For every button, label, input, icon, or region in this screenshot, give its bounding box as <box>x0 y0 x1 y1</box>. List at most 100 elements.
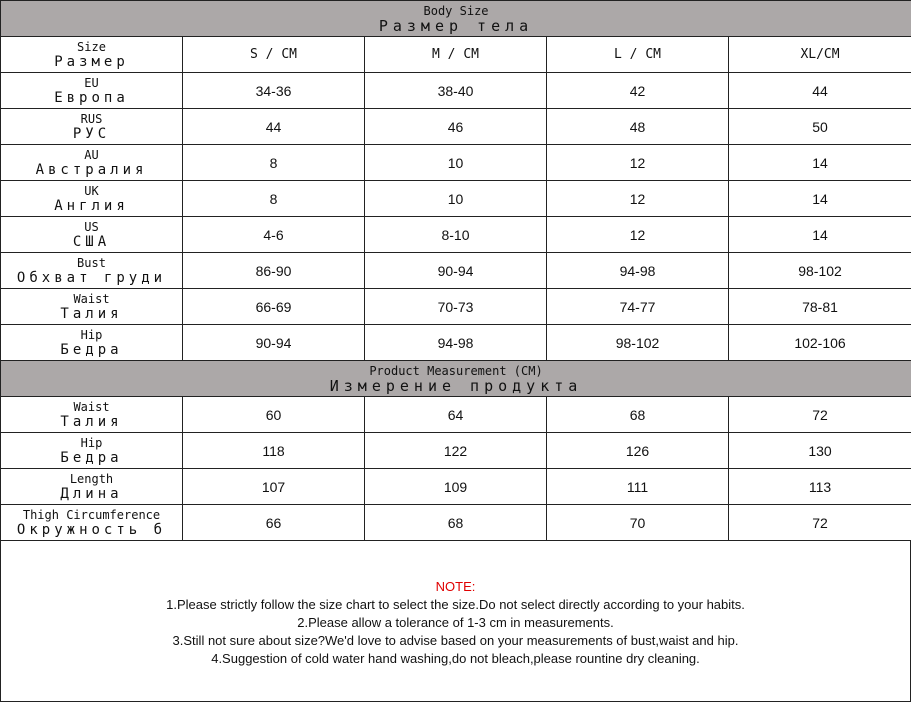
table-cell: 10 <box>364 180 547 217</box>
row-label: US США <box>0 216 183 253</box>
table-cell: 38-40 <box>364 72 547 109</box>
table-row: Bust Обхват груди 86-90 90-94 94-98 98-102 <box>0 252 911 289</box>
row-label-ru: Талия <box>60 413 123 430</box>
table-row: Thigh Circumference Окружность б 66 68 70 72 <box>0 504 911 541</box>
row-label-en: UK <box>84 183 99 198</box>
table-cell: 74-77 <box>546 288 729 325</box>
row-label-ru: Окружность б <box>16 521 167 538</box>
table-cell: 44 <box>727 72 911 109</box>
table-cell: 48 <box>546 108 729 145</box>
row-label-ru: Австралия <box>35 161 148 178</box>
row-label-en: RUS <box>80 111 103 126</box>
table-cell: 102-106 <box>727 324 911 361</box>
table-cell: 12 <box>546 180 729 217</box>
table-row: Hip Бедра 90-94 94-98 98-102 102-106 <box>0 324 911 361</box>
table-cell: 46 <box>364 108 547 145</box>
size-label-ru: Размер <box>54 53 129 70</box>
table-row: Waist Талия 60 64 68 72 <box>0 396 911 433</box>
table-cell: 12 <box>546 144 729 181</box>
row-label: Length Длина <box>0 468 183 505</box>
table-cell: 94-98 <box>546 252 729 289</box>
table-cell: 66 <box>182 504 365 541</box>
notes-section: NOTE: 1.Please strictly follow the size … <box>0 541 911 702</box>
row-label-ru: РУС <box>72 125 111 142</box>
row-label-en: Waist <box>73 291 110 306</box>
table-cell: 98-102 <box>727 252 911 289</box>
table-row: Length Длина 107 109 111 113 <box>0 468 911 505</box>
row-label-ru: Англия <box>54 197 129 214</box>
table-row: Hip Бедра 118 122 126 130 <box>0 432 911 469</box>
row-label-ru: Обхват груди <box>16 269 167 286</box>
table-cell: 66-69 <box>182 288 365 325</box>
notes-title: NOTE: <box>435 579 476 594</box>
table-cell: 130 <box>727 432 911 469</box>
table-row: AU Австралия 8 10 12 14 <box>0 144 911 181</box>
row-label-en: Hip <box>80 435 103 450</box>
table-cell: 60 <box>182 396 365 433</box>
note-line: 4.Suggestion of cold water hand washing,… <box>211 651 700 666</box>
row-label-en: US <box>84 219 99 234</box>
row-label: AU Австралия <box>0 144 183 181</box>
table-cell: 72 <box>727 504 911 541</box>
row-label: RUS РУС <box>0 108 183 145</box>
column-header: M / CM <box>364 36 547 73</box>
table-cell: 64 <box>364 396 547 433</box>
row-label-ru: Европа <box>54 89 129 106</box>
table-cell: 111 <box>546 468 729 505</box>
column-header: XL/CM <box>727 36 911 73</box>
table-cell: 113 <box>727 468 911 505</box>
table-cell: 34-36 <box>182 72 365 109</box>
row-label-ru: Бедра <box>60 341 123 358</box>
table-cell: 90-94 <box>364 252 547 289</box>
table-cell: 10 <box>364 144 547 181</box>
row-label: Bust Обхват груди <box>0 252 183 289</box>
table-cell: 98-102 <box>546 324 729 361</box>
note-line: 2.Please allow a tolerance of 1-3 cm in … <box>297 615 614 630</box>
table-cell: 86-90 <box>182 252 365 289</box>
column-header: S / CM <box>182 36 365 73</box>
table-row: UK Англия 8 10 12 14 <box>0 180 911 217</box>
size-header-row: Size Размер S / CM M / CM L / CM XL/CM <box>0 36 911 73</box>
table-cell: 70 <box>546 504 729 541</box>
table-cell: 14 <box>727 144 911 181</box>
table-cell: 8 <box>182 180 365 217</box>
row-label: Hip Бедра <box>0 432 183 469</box>
table-cell: 68 <box>546 396 729 433</box>
table-cell: 44 <box>182 108 365 145</box>
section-header-row: Product Measurement (CM) Измерение продук… <box>0 360 911 397</box>
table-cell: 8 <box>182 144 365 181</box>
table-cell: 42 <box>546 72 729 109</box>
table-cell: 118 <box>182 432 365 469</box>
table-cell: 109 <box>364 468 547 505</box>
row-label-en: Length <box>69 471 114 486</box>
size-label-en: Size <box>77 39 106 54</box>
section-title-ru: Размер тела <box>378 16 534 35</box>
row-label-ru: Талия <box>60 305 123 322</box>
note-line: 3.Still not sure about size?We'd love to… <box>172 633 739 648</box>
table-cell: 122 <box>364 432 547 469</box>
row-label: EU Европа <box>0 72 183 109</box>
table-row: RUS РУС 44 46 48 50 <box>0 108 911 145</box>
row-label-en: Waist <box>73 399 110 414</box>
section-title-en: Product Measurement (CM) <box>369 363 543 378</box>
row-label: Size Размер <box>0 36 183 73</box>
row-label-en: Hip <box>80 327 103 342</box>
section-header: Product Measurement (CM) Измерение продук… <box>0 360 911 397</box>
row-label: Thigh Circumference Окружность б <box>0 504 183 541</box>
size-chart-table: Body Size Размер тела Size Размер S / CM M / … <box>0 0 911 541</box>
table-cell: 126 <box>546 432 729 469</box>
table-cell: 78-81 <box>727 288 911 325</box>
row-label: Hip Бедра <box>0 324 183 361</box>
table-cell: 8-10 <box>364 216 547 253</box>
table-cell: 107 <box>182 468 365 505</box>
table-cell: 14 <box>727 180 911 217</box>
table-cell: 70-73 <box>364 288 547 325</box>
table-cell: 12 <box>546 216 729 253</box>
table-cell: 94-98 <box>364 324 547 361</box>
table-cell: 14 <box>727 216 911 253</box>
row-label: Waist Талия <box>0 288 183 325</box>
row-label-ru: Бедра <box>60 449 123 466</box>
table-row: US США 4-6 8-10 12 14 <box>0 216 911 253</box>
table-cell: 72 <box>727 396 911 433</box>
column-header: L / CM <box>546 36 729 73</box>
